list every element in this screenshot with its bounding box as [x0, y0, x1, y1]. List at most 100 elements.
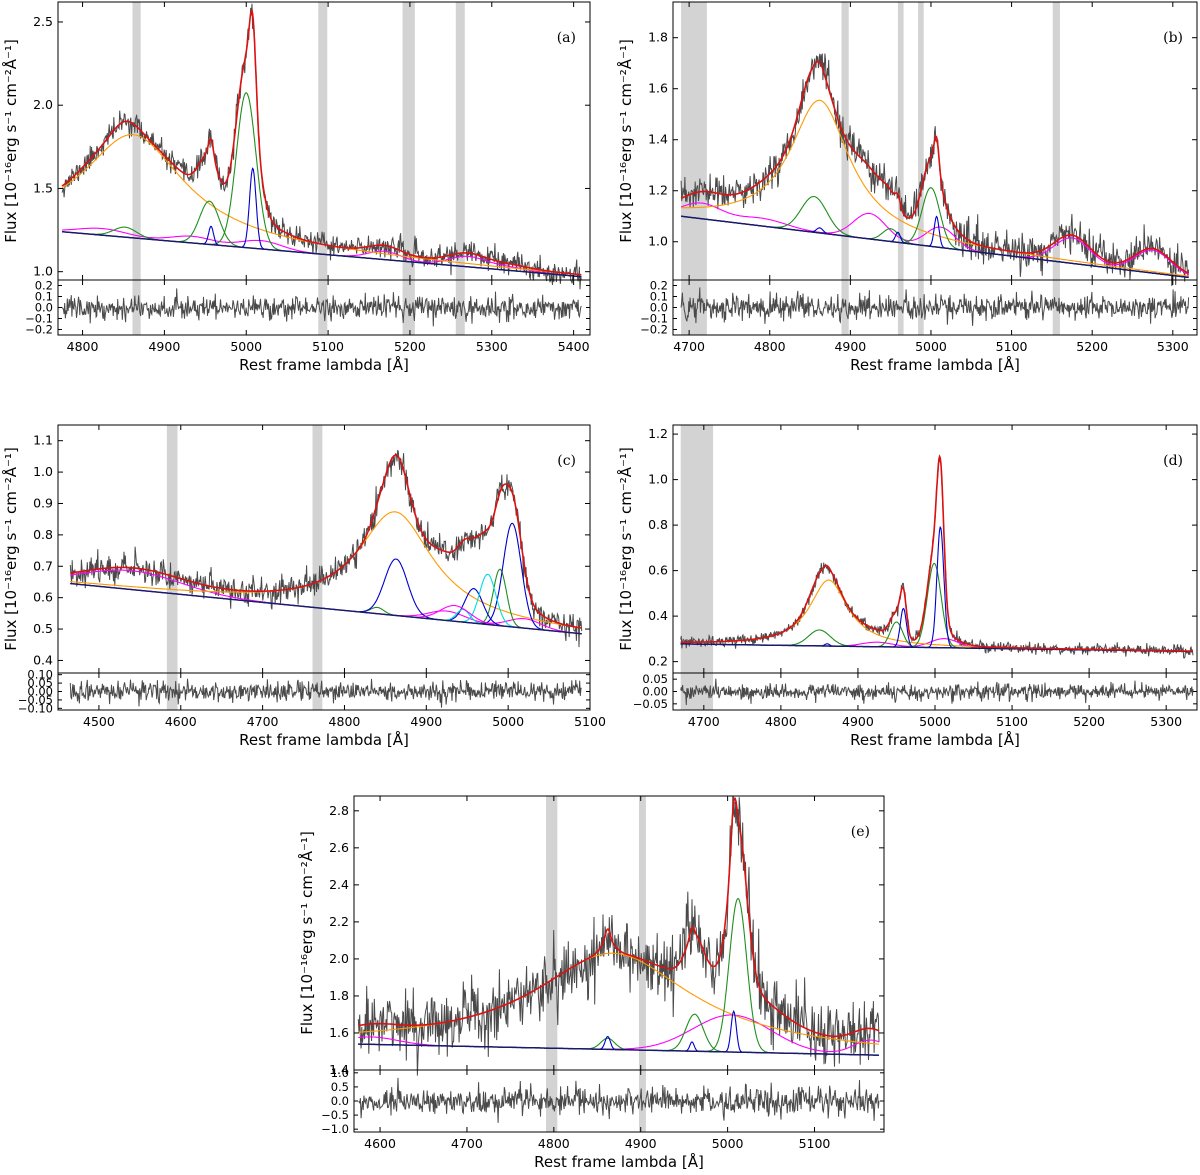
y-tick-label: 1.2: [648, 426, 668, 441]
y-tick-label: 1.8: [648, 30, 668, 45]
residual-tick-label: 0.0: [35, 301, 53, 315]
x-tick-label: 5100: [799, 1136, 831, 1151]
y-tick-label: 0.7: [33, 558, 53, 573]
x-tick-label: 5000: [492, 714, 524, 729]
y-tick-label: 0.8: [648, 517, 668, 532]
x-tick-label: 5300: [1150, 714, 1182, 729]
observed-spectrum: [680, 53, 1190, 286]
residual-spectrum: [61, 288, 582, 327]
feii-template-curve: [680, 202, 1189, 275]
x-tick-label: 5200: [1076, 339, 1108, 354]
residual-tick-label: 0.10: [27, 668, 53, 682]
residual-tick-label: 0.1: [650, 290, 668, 304]
y-tick-label: 1.1: [33, 433, 53, 448]
x-tick-label: 4700: [688, 714, 720, 729]
y-tick-label: 1.4: [329, 1062, 349, 1077]
masked-region: [897, 2, 904, 335]
panel-label: (c): [557, 453, 576, 469]
spectrum-panel-2: 4700 4800 4900 5000 5100 5200 5300 1.0 1.2 1.4 1.6…: [616, 1, 1198, 374]
y-tick-label: 2.5: [33, 14, 53, 29]
residual-tick-label: 0.05: [642, 672, 668, 686]
y-tick-label: 2.0: [33, 97, 53, 112]
residual-tick-label: −0.10: [18, 701, 53, 715]
x-tick-label: 4900: [410, 714, 442, 729]
residual-tick-label: −0.05: [18, 693, 53, 707]
x-tick-label: 4700: [673, 339, 705, 354]
masked-region: [166, 425, 178, 710]
continuum-line: [358, 1043, 879, 1056]
x-tick-label: 5000: [915, 339, 947, 354]
x-axis-label: Rest frame lambda [Å]: [850, 355, 1020, 374]
y-tick-label: 1.0: [648, 472, 668, 487]
x-tick-label: 4800: [754, 339, 786, 354]
masked-region: [1052, 2, 1060, 335]
gaussian-component-curve: [358, 897, 879, 1056]
y-tick-label: 1.5: [33, 180, 53, 195]
residual-tick-label: −1.0: [321, 1122, 349, 1136]
y-axis-label: Flux [10⁻¹⁶erg s⁻¹ cm⁻²Å⁻¹]: [1, 39, 20, 243]
y-axis-label: Flux [10⁻¹⁶erg s⁻¹ cm⁻²Å⁻¹]: [297, 831, 316, 1035]
x-axis-label: Rest frame lambda [Å]: [534, 1152, 704, 1171]
main-axes-frame: [353, 795, 885, 1071]
residual-tick-label: 0.00: [642, 685, 668, 699]
y-tick-label: 0.9: [33, 495, 53, 510]
y-axis-label: Flux [10⁻¹⁶erg s⁻¹ cm⁻²Å⁻¹]: [1, 447, 20, 651]
masked-region: [918, 2, 924, 335]
observed-spectrum: [357, 796, 880, 1076]
x-tick-label: 5000: [712, 1136, 744, 1151]
residual-tick-label: −0.1: [640, 312, 668, 326]
y-tick-label: 1.8: [329, 988, 349, 1003]
y-tick-label: 2.0: [329, 951, 349, 966]
total-fit-curve: [358, 797, 880, 1038]
x-tick-label: 5100: [574, 714, 606, 729]
x-tick-label: 4500: [83, 714, 115, 729]
continuum-line: [680, 215, 1189, 279]
x-tick-label: 4800: [329, 714, 361, 729]
x-tick-label: 5100: [996, 714, 1028, 729]
x-tick-label: 4600: [364, 1136, 396, 1151]
x-tick-label: 5300: [476, 339, 508, 354]
observed-spectrum: [69, 449, 583, 648]
y-axis-label: Flux [10⁻¹⁶erg s⁻¹ cm⁻²Å⁻¹]: [616, 447, 635, 651]
masked-region: [318, 2, 328, 335]
total-fit-curve: [70, 454, 582, 629]
y-tick-label: 1.4: [648, 132, 668, 147]
y-axis-label: Flux [10⁻¹⁶erg s⁻¹ cm⁻²Å⁻¹]: [616, 39, 635, 243]
masked-region: [841, 2, 849, 335]
x-tick-label: 4900: [842, 714, 874, 729]
x-tick-label: 4900: [625, 1136, 657, 1151]
masked-region: [312, 425, 323, 710]
residual-tick-label: −0.5: [321, 1108, 349, 1122]
x-tick-label: 4900: [834, 339, 866, 354]
total-fit-curve: [61, 9, 582, 276]
residual-tick-label: −0.2: [640, 323, 668, 337]
main-axes-frame: [672, 424, 1198, 674]
y-tick-label: 0.6: [648, 563, 668, 578]
spectrum-panel-4: 4700 4800 4900 5000 5100 5200 5300 0.2 0.4 0.6 0.8…: [616, 424, 1198, 749]
residual-spectrum: [680, 287, 1190, 326]
y-tick-label: 2.2: [329, 914, 349, 929]
panel-label: (d): [1163, 453, 1183, 469]
y-tick-label: 0.6: [33, 590, 53, 605]
panel-label: (e): [851, 824, 870, 840]
continuum-line: [70, 582, 582, 635]
x-tick-label: 5200: [394, 339, 426, 354]
y-tick-label: 1.6: [648, 81, 668, 96]
total-fit-curve: [680, 454, 1193, 652]
masked-region: [546, 796, 558, 1132]
x-tick-label: 4600: [165, 714, 197, 729]
masked-region: [680, 425, 714, 710]
x-axis-label: Rest frame lambda [Å]: [850, 730, 1020, 749]
x-tick-label: 4800: [765, 714, 797, 729]
x-tick-label: 5000: [230, 339, 262, 354]
y-tick-label: 1.0: [33, 264, 53, 279]
residual-tick-label: 0.2: [650, 279, 668, 293]
main-axes-frame: [57, 424, 591, 674]
masked-region: [681, 2, 707, 335]
x-tick-label: 5100: [996, 339, 1028, 354]
residual-tick-label: −0.1: [25, 312, 53, 326]
gaussian-component-curve: [680, 525, 1193, 652]
masked-region: [402, 2, 415, 335]
y-tick-label: 0.5: [33, 621, 53, 636]
